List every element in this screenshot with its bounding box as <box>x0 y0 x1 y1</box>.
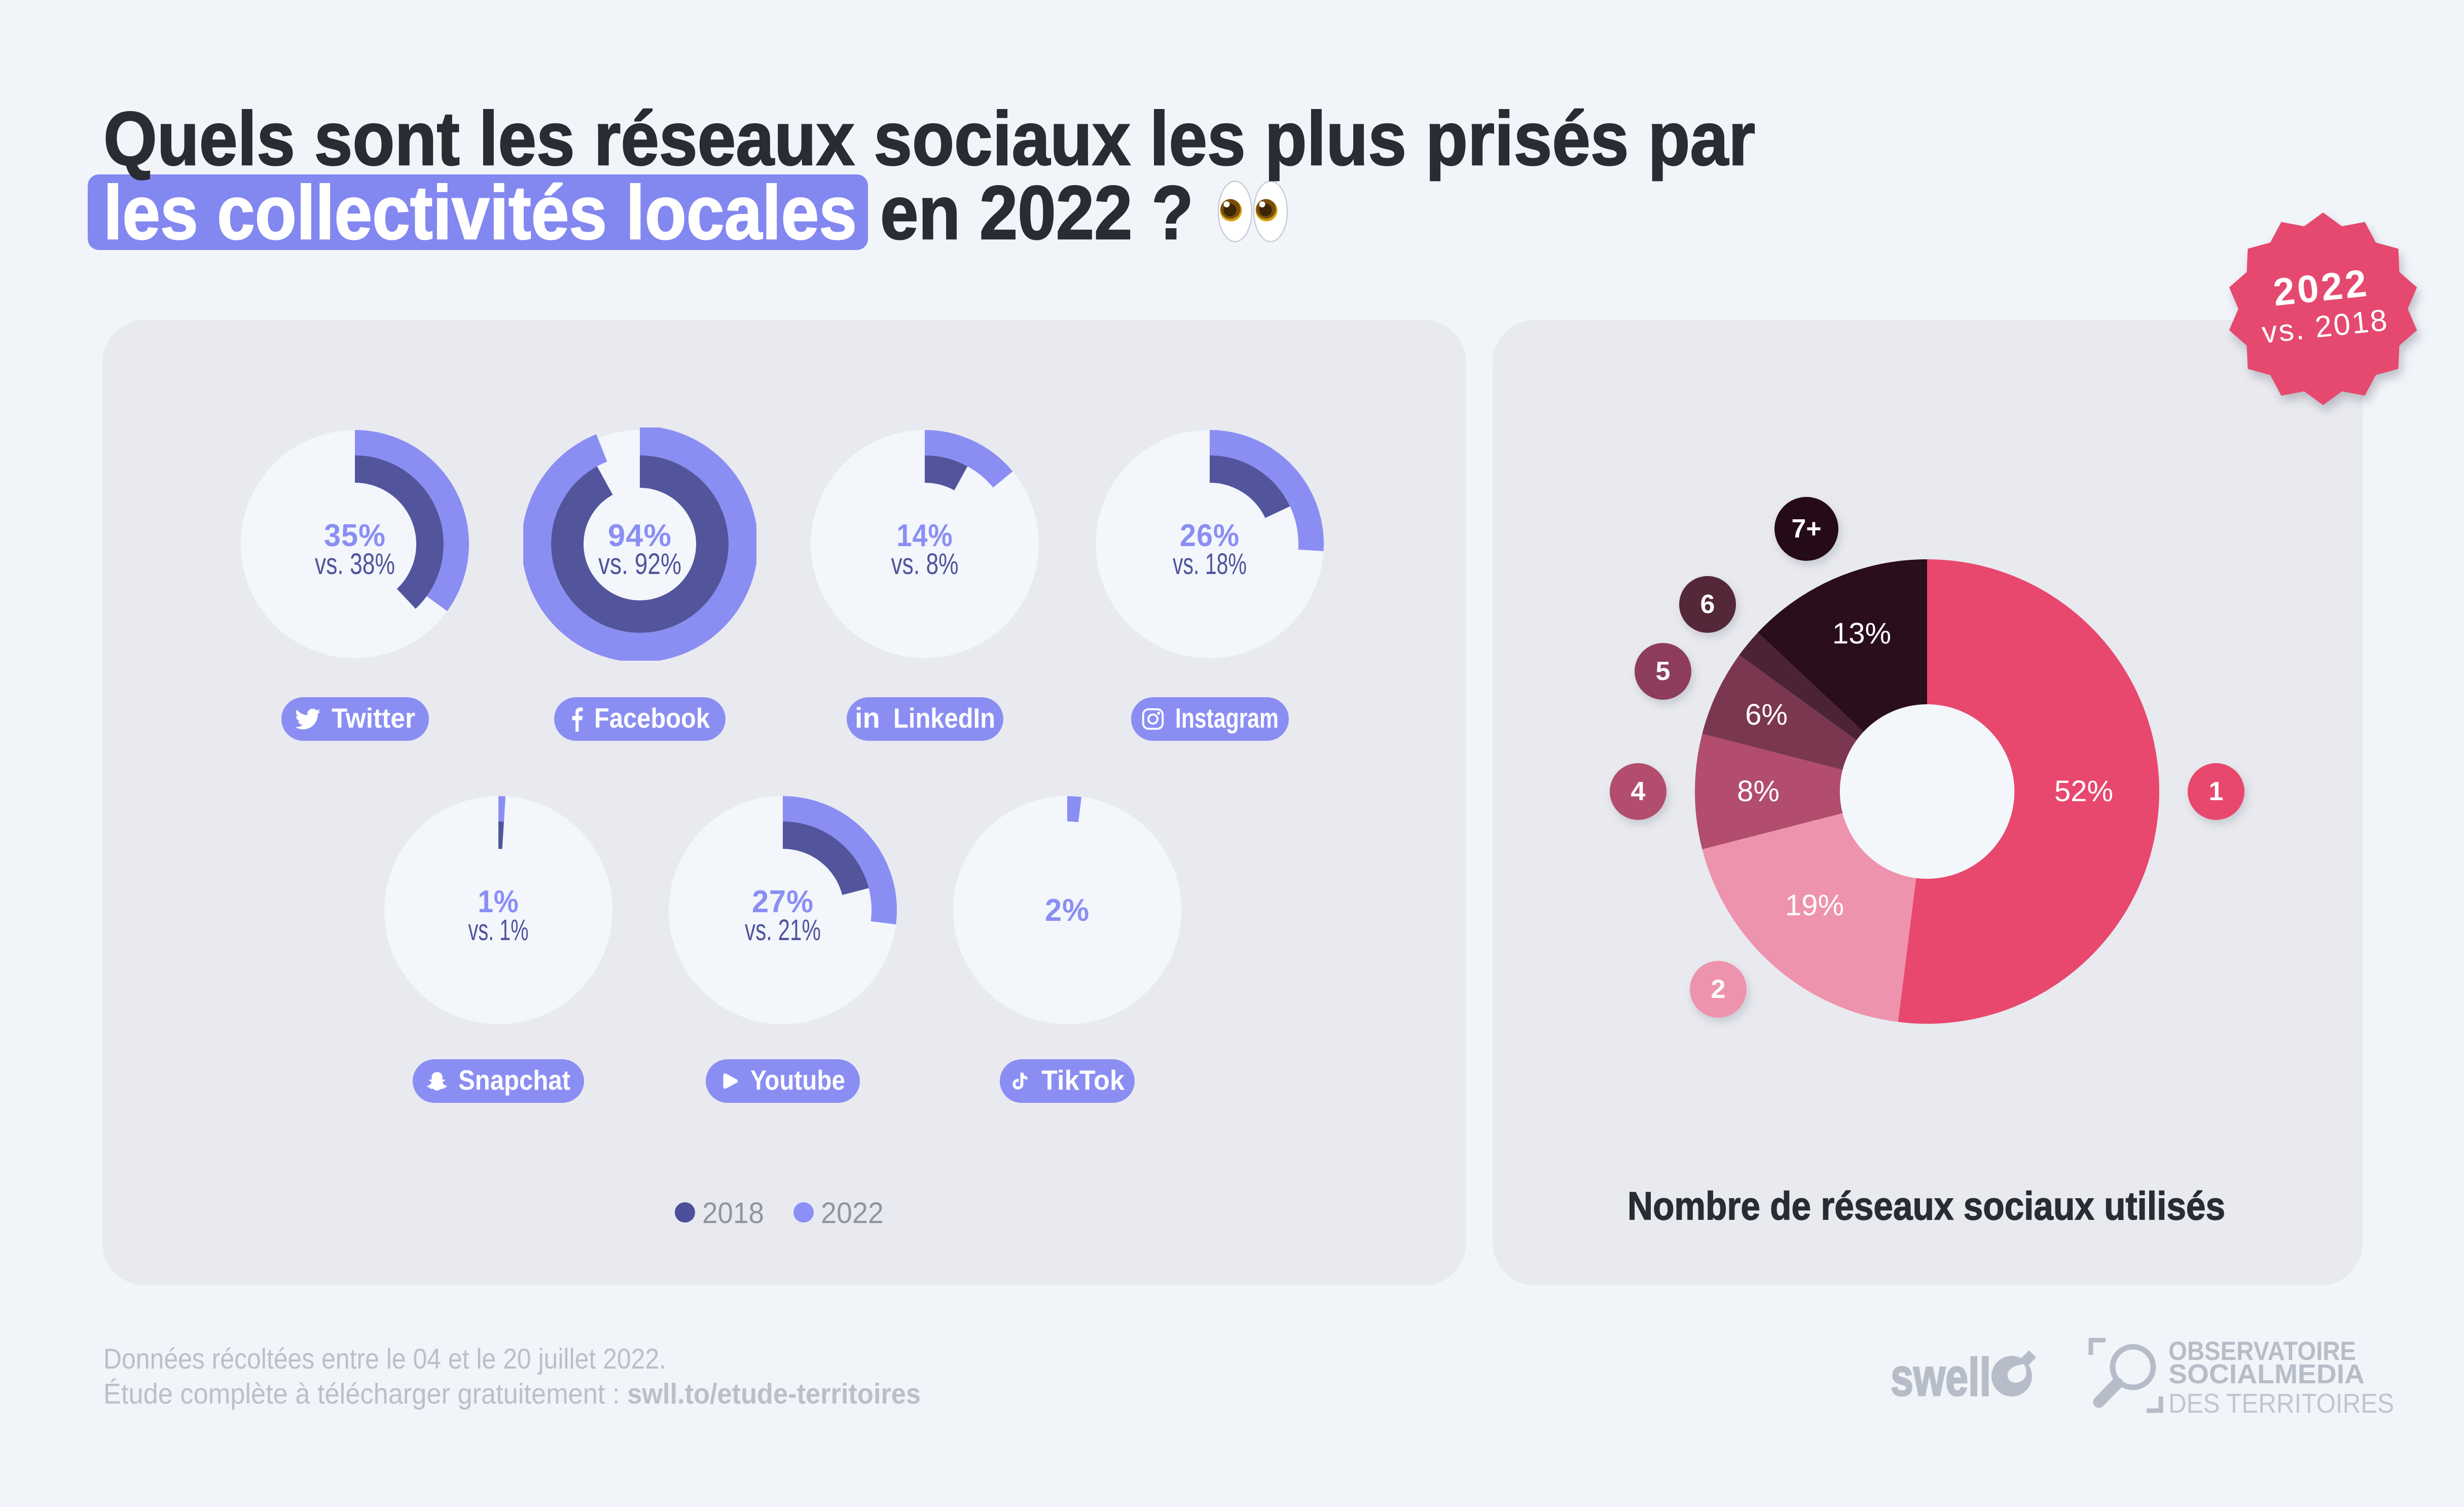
svg-text:2%: 2% <box>1045 893 1090 928</box>
svg-text:Youtube: Youtube <box>750 1066 845 1096</box>
svg-text:Instagram: Instagram <box>1175 704 1279 734</box>
svg-text:Données récoltées entre le 04: Données récoltées entre le 04 et le 20 j… <box>103 1343 666 1375</box>
svg-text:Facebook: Facebook <box>594 704 710 734</box>
svg-text:vs. 18%: vs. 18% <box>1173 548 1247 581</box>
svg-text:14%: 14% <box>897 518 953 553</box>
svg-text:TikTok: TikTok <box>1041 1066 1125 1096</box>
svg-text:2018: 2018 <box>702 1197 764 1230</box>
svg-text:27%: 27% <box>752 884 814 919</box>
svg-text:swell: swell <box>1891 1348 1991 1407</box>
svg-text:vs. 38%: vs. 38% <box>315 548 395 581</box>
svg-text:2022: 2022 <box>821 1197 884 1230</box>
svg-text:les collectivités locales: les collectivités locales <box>103 170 857 255</box>
svg-text:Twitter: Twitter <box>332 704 415 734</box>
svg-text:vs. 92%: vs. 92% <box>598 548 681 581</box>
svg-text:LinkedIn: LinkedIn <box>893 704 995 734</box>
svg-text:en 2022 ?: en 2022 ? <box>880 170 1193 255</box>
svg-text:1%: 1% <box>478 884 519 919</box>
svg-text:OBSERVATOIRE: OBSERVATOIRE <box>2168 1337 2356 1366</box>
svg-text:vs. 8%: vs. 8% <box>891 548 959 581</box>
svg-text:Étude complète à télécharger g: Étude complète à télécharger gratuitemen… <box>103 1378 921 1410</box>
svg-text:vs. 21%: vs. 21% <box>745 914 821 947</box>
svg-text:vs. 1%: vs. 1% <box>468 914 529 947</box>
svg-text:94%: 94% <box>608 518 672 553</box>
svg-text:in: in <box>855 703 880 734</box>
svg-text:26%: 26% <box>1180 518 1240 553</box>
svg-text:Quels sont les réseaux sociaux: Quels sont les réseaux sociaux les plus … <box>103 96 1755 181</box>
svg-text:SOCIALMEDIA: SOCIALMEDIA <box>2168 1359 2365 1389</box>
svg-text:DES TERRITOIRES: DES TERRITOIRES <box>2168 1388 2394 1419</box>
svg-text:Snapchat: Snapchat <box>458 1066 570 1096</box>
svg-text:35%: 35% <box>324 518 386 553</box>
svg-text:Nombre de réseaux sociaux util: Nombre de réseaux sociaux utilisés <box>1627 1183 2225 1228</box>
